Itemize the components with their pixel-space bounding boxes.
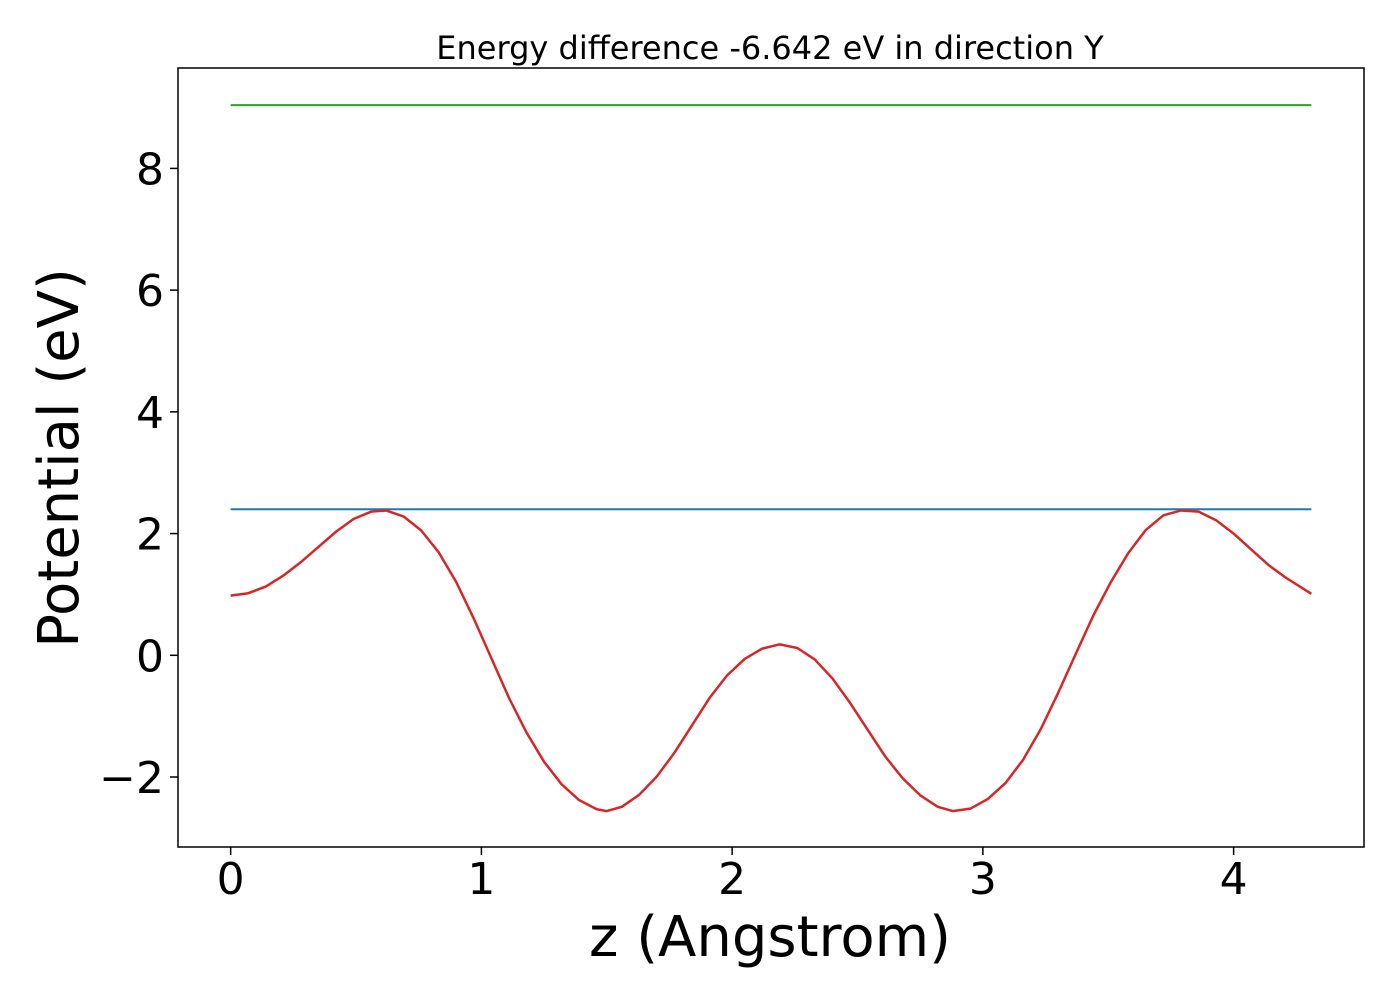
- x-axis-label: z (Angstrom): [589, 905, 951, 970]
- x-tick-label: 4: [1220, 854, 1248, 905]
- series-layer: [230, 104, 1313, 813]
- y-tick-label: −2: [99, 753, 164, 804]
- plot-area-frame: [177, 67, 1365, 848]
- x-axis-ticks: 0 1 2 3 4: [217, 847, 1248, 905]
- y-tick-label: 4: [136, 388, 164, 439]
- y-tick-label: 8: [136, 144, 164, 195]
- y-tick-label: 2: [136, 510, 164, 561]
- x-tick-label: 3: [969, 854, 997, 905]
- x-tick-label: 1: [467, 854, 495, 905]
- y-tick-label: 6: [136, 266, 164, 317]
- y-tick-label: 0: [136, 631, 164, 682]
- chart-title: Energy difference -6.642 eV in direction…: [436, 29, 1104, 67]
- x-tick-label: 0: [217, 854, 245, 905]
- x-tick-label: 2: [718, 854, 746, 905]
- y-axis-label: Potential (eV): [27, 268, 92, 648]
- y-axis-ticks: −2 0 2 4 6 8: [99, 144, 178, 804]
- red-potential-curve: [230, 509, 1313, 813]
